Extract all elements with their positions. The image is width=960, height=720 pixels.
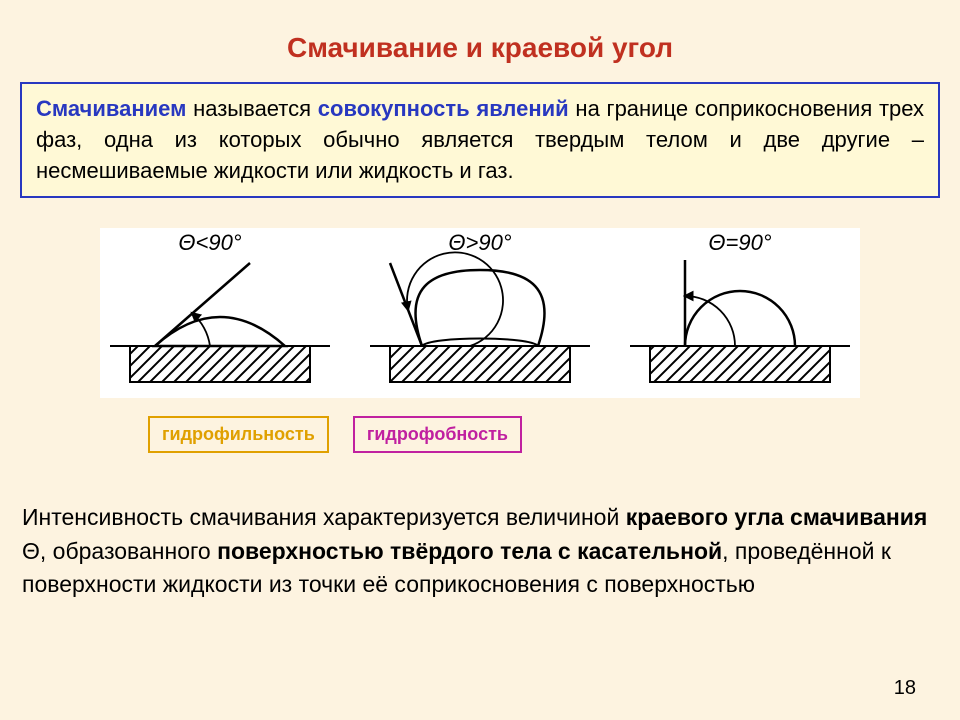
page-number: 18 [894, 677, 916, 700]
definition-box: Смачиванием называется совокупность явле… [20, 82, 940, 198]
label-theta-eq-90: Θ=90° [708, 230, 771, 255]
tag-hydrophilic: гидрофильность [148, 416, 329, 453]
definition-text-1: называется [186, 96, 317, 121]
contact-angle-diagrams: Θ<90° Θ>90° Θ=90° [100, 228, 860, 398]
intensity-theta: Θ [22, 538, 40, 564]
intensity-bold-1: краевого угла смачивания [626, 504, 928, 530]
tag-row: гидрофильность гидрофобность [148, 416, 960, 453]
intensity-text-mid: , образованного [40, 538, 217, 564]
diagram-panel: Θ<90° Θ>90° Θ=90° [100, 228, 860, 398]
intensity-paragraph: Интенсивность смачивания характеризуется… [22, 501, 938, 601]
label-theta-lt-90: Θ<90° [178, 230, 241, 255]
intensity-text-1: Интенсивность смачивания характеризуется… [22, 504, 626, 530]
diagram-nonwetting: Θ>90° [370, 230, 590, 382]
diagram-neutral: Θ=90° [630, 230, 850, 382]
diagram-wetting: Θ<90° [110, 230, 330, 382]
label-theta-gt-90: Θ>90° [448, 230, 511, 255]
tag-hydrophobic: гидрофобность [353, 416, 522, 453]
definition-keyword-2: совокупность явлений [318, 96, 569, 121]
page-title: Смачивание и краевой угол [0, 0, 960, 64]
definition-keyword-1: Смачиванием [36, 96, 186, 121]
intensity-bold-2: поверхностью твёрдого тела с касательной [217, 538, 722, 564]
